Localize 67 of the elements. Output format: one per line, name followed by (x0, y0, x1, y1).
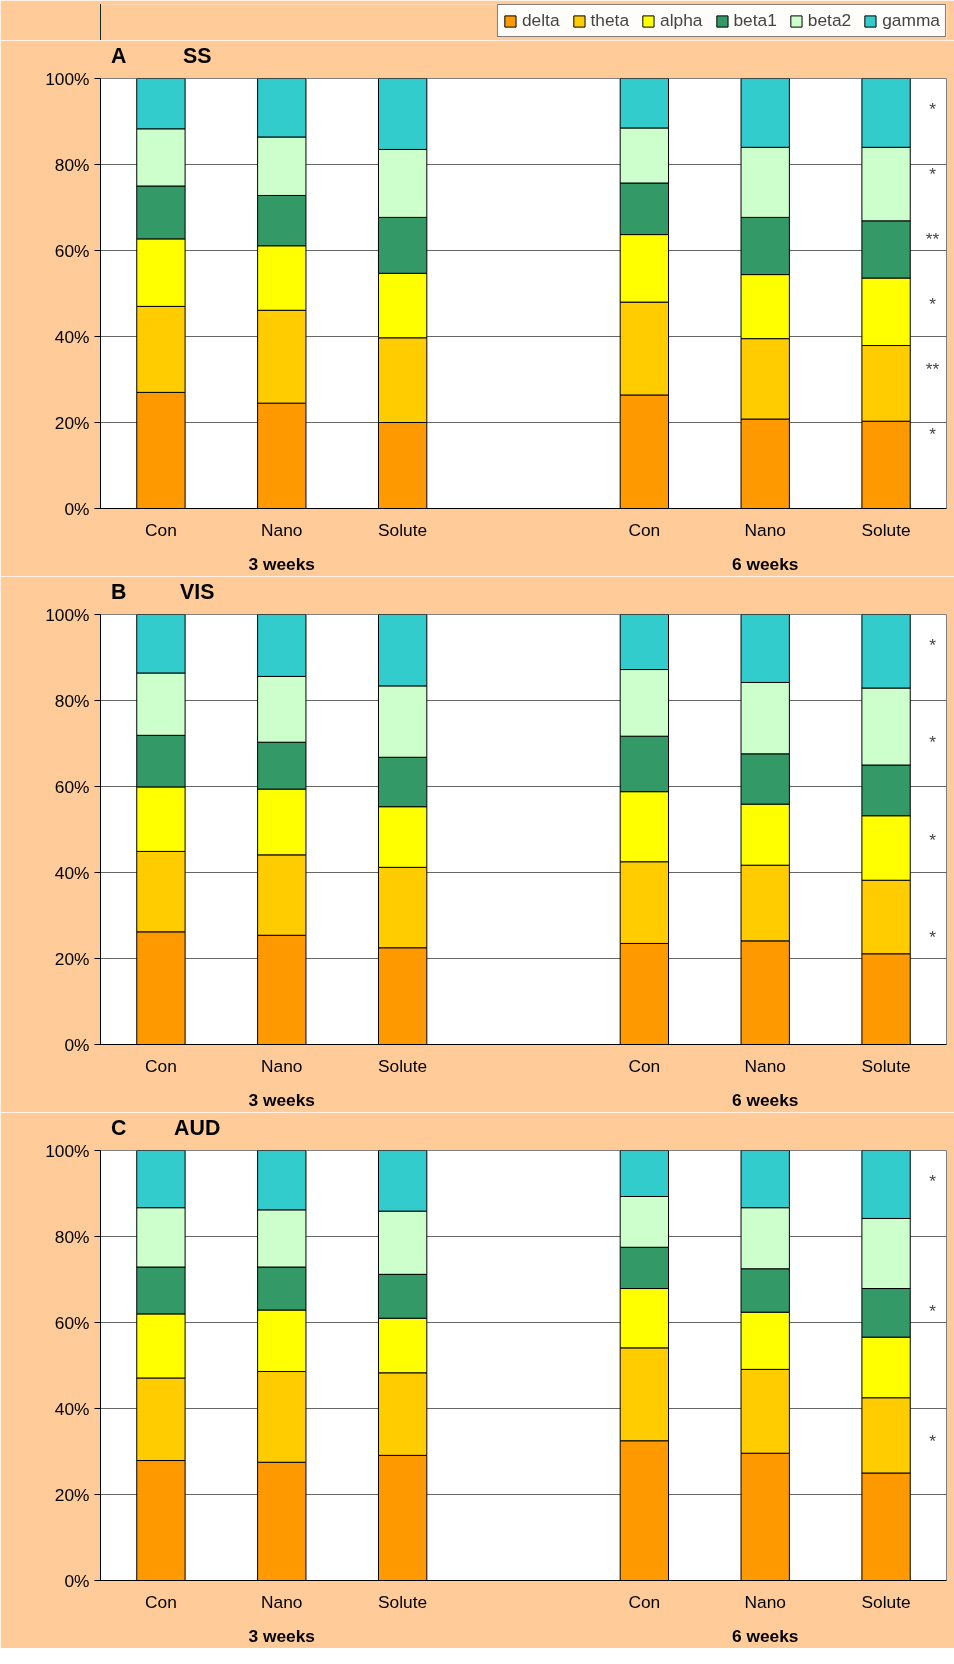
x-tick-label: Con (628, 1055, 661, 1076)
x-tick-label: Nano (261, 519, 303, 540)
y-tick-label: 80% (54, 1226, 90, 1247)
y-tick-label: 20% (54, 1484, 90, 1505)
annotation: * (929, 1300, 937, 1321)
y-tick-label: 40% (54, 862, 90, 883)
y-tick-label: 0% (64, 498, 90, 519)
y-tick-label: 60% (54, 776, 90, 797)
x-tick-label: Con (145, 1055, 177, 1076)
legend-label: beta2 (807, 10, 852, 31)
text: 3 weeks (248, 553, 316, 574)
y-tick-label: 0% (64, 1570, 90, 1591)
x-tick-label: Solute (861, 519, 911, 540)
x-tick-label: Con (628, 1591, 661, 1612)
y-tick-label: 100% (45, 68, 90, 89)
annotation: * (929, 732, 937, 752)
x-tick-label: Nano (744, 1591, 786, 1612)
annotation: * (929, 829, 937, 850)
chart-title: A (110, 43, 127, 68)
chart-title: C (110, 1115, 127, 1140)
annotation: ** (925, 228, 940, 249)
text: 3 weeks (248, 1089, 316, 1110)
legend-label: delta (521, 10, 560, 31)
x-tick-label: Nano (261, 1055, 303, 1076)
annotation: ** (925, 358, 940, 379)
x-tick-label: Solute (378, 1591, 428, 1612)
annotation: * (929, 634, 937, 655)
annotation: * (929, 1170, 937, 1191)
x-tick-label: Con (145, 519, 177, 540)
y-tick-label: 80% (54, 690, 90, 711)
x-tick-label: Con (628, 519, 661, 540)
legend-label: theta (590, 10, 630, 31)
text: 6 weeks (731, 553, 799, 574)
y-tick-label: 20% (54, 412, 90, 433)
annotation: * (929, 293, 937, 314)
y-tick-label: 20% (54, 948, 90, 969)
text: 3 weeks (248, 1625, 316, 1646)
chart-title: B (110, 579, 127, 604)
x-tick-label: Nano (261, 1591, 303, 1612)
y-tick-label: 40% (54, 1398, 90, 1419)
x-tick-label: Nano (744, 1055, 786, 1076)
x-tick-label: Nano (744, 519, 786, 540)
annotation: * (929, 163, 937, 184)
y-tick-label: 100% (45, 1140, 90, 1161)
y-tick-label: 80% (54, 154, 90, 175)
chart-subtitle: VIS (180, 579, 215, 604)
x-tick-label: Solute (861, 1591, 911, 1612)
x-tick-label: Solute (378, 519, 428, 540)
chart-subtitle: SS (182, 43, 212, 68)
annotation: * (929, 98, 937, 119)
y-tick-label: 0% (64, 1034, 90, 1055)
y-tick-label: 60% (54, 1312, 90, 1333)
text: 6 weeks (731, 1625, 799, 1646)
y-tick-label: 60% (54, 240, 90, 261)
y-tick-label: 100% (45, 604, 90, 625)
x-tick-label: Solute (861, 1055, 911, 1076)
annotation: * (929, 1430, 937, 1451)
annotation: * (929, 927, 937, 947)
legend-label: gamma (882, 10, 940, 31)
legend-label: beta1 (733, 10, 777, 31)
chart-subtitle: AUD (174, 1115, 221, 1140)
y-tick-label: 40% (54, 326, 90, 347)
legend-label: alpha (660, 10, 703, 31)
text: 6 weeks (731, 1089, 799, 1110)
annotation: * (929, 423, 937, 444)
x-tick-label: Con (145, 1591, 177, 1612)
x-tick-label: Solute (378, 1055, 428, 1076)
